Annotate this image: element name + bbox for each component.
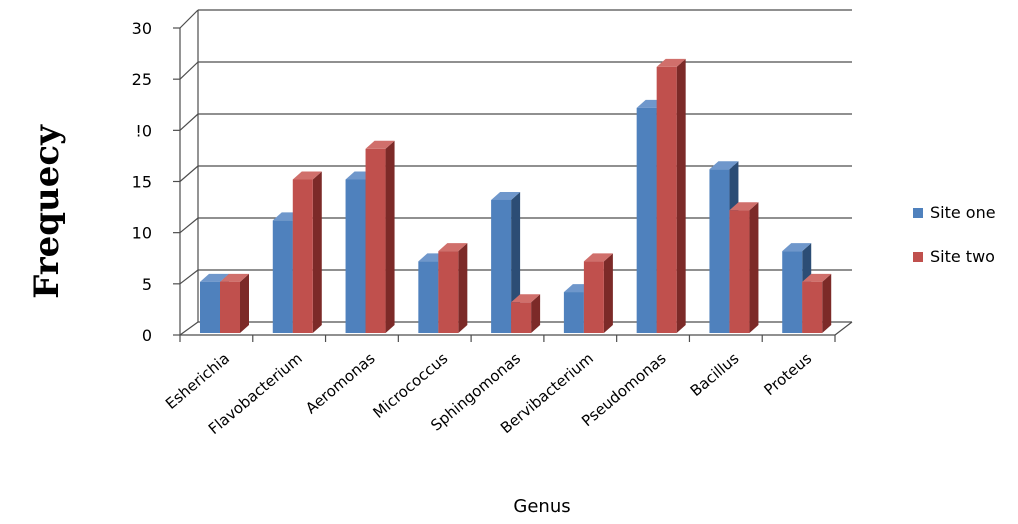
bar-site-two <box>511 294 541 333</box>
gridline-wall <box>179 217 199 234</box>
legend-label: Site two <box>930 247 995 266</box>
gridline-wall <box>179 165 199 182</box>
gridline-wall <box>179 113 199 131</box>
y-tick-label: 10 <box>132 224 152 243</box>
gridline-wall <box>179 61 199 80</box>
y-tick-label: 5 <box>142 275 152 294</box>
bar-site-two <box>292 171 322 333</box>
bar-site-two <box>656 58 686 333</box>
x-tick-label: Bacillus <box>687 349 743 400</box>
bar-site-two <box>802 273 832 333</box>
legend: Site one Site two <box>913 203 996 266</box>
x-axis-categories: EsherichiaFlavobacteriumAeromonasMicroco… <box>162 349 815 438</box>
legend-label: Site one <box>930 203 996 222</box>
bars <box>200 58 832 333</box>
bar-site-two <box>583 253 613 333</box>
x-tick-label: Aeromonas <box>302 349 378 417</box>
gridline-wall <box>179 9 199 29</box>
y-tick-label: 15 <box>132 173 152 192</box>
x-tick-label: Esherichia <box>162 349 233 413</box>
bar-site-one <box>491 191 521 333</box>
gridline-wall <box>179 321 199 336</box>
y-tick-label: 30 <box>132 19 152 38</box>
y-tick-label: 25 <box>132 70 152 89</box>
y-tick-label: 0 <box>142 326 152 345</box>
gridline-wall <box>179 269 199 285</box>
legend-swatch <box>913 208 923 218</box>
bar-site-two <box>365 140 395 333</box>
bar-site-two <box>438 243 468 333</box>
legend-swatch <box>913 252 923 262</box>
bar-site-two <box>220 273 249 333</box>
y-axis-ticks: 0 5 10 15 !0 25 30 <box>132 19 180 345</box>
bar-site-two <box>729 202 759 333</box>
y-tick-label: !0 <box>135 121 152 140</box>
x-axis-title: Genus <box>513 496 570 517</box>
x-tick-label: Proteus <box>761 349 816 399</box>
y-axis-title: Frequecy <box>27 124 67 299</box>
